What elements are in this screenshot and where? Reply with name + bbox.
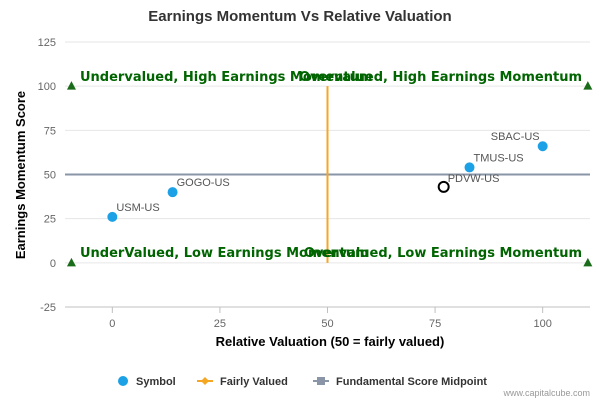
x-tick-labels: 0 25 50 75 100 [65,306,590,330]
y-tick-label: 50 [44,170,56,182]
point-label: TMUS-US [474,152,524,164]
x-tick-label: 75 [429,318,441,330]
legend-symbol-marker [118,376,128,386]
x-tick-label: 25 [214,318,226,330]
x-tick-label: 100 [533,318,551,330]
data-point-tmus-us[interactable]: TMUS-US [464,152,524,173]
point-marker [537,141,548,152]
point-label: USM-US [116,202,159,214]
corner-triangle-marker [583,81,593,90]
corner-triangle-marker [66,81,76,90]
y-axis-title: Earnings Momentum Score [13,91,28,259]
legend-item-fairly-valued[interactable]: Fairly Valued [197,376,288,388]
point-label: PDVW-US [448,173,500,185]
legend-item-midpoint[interactable]: Fundamental Score Midpoint [313,376,487,388]
x-axis-title: Relative Valuation (50 = fairly valued) [216,334,445,349]
x-tick-label: 0 [109,318,115,330]
legend-symbol-label: Symbol [136,376,176,388]
point-marker [167,187,178,198]
point-marker [437,180,450,193]
point-marker [464,162,475,173]
quadrant-top-right: Overvalued, High Earnings Momentum [299,70,582,85]
legend: Symbol Fairly Valued Fundamental Score M… [118,376,487,388]
legend-midpoint-label: Fundamental Score Midpoint [336,376,487,388]
point-label: SBAC-US [491,131,540,143]
quadrant-bottom-right: Overvalued, Low Earnings Momentum [304,246,582,261]
data-point-usm-us[interactable]: USM-US [107,202,160,222]
y-tick-label: 0 [50,258,56,270]
y-tick-label: 100 [38,81,56,93]
data-points: USM-US GOGO-US PDVW-US TMUS-US SBAC-US [107,131,548,222]
x-tick-label: 50 [321,318,333,330]
quadrant-bottom-left: UnderValued, Low Earnings Momentum [80,246,369,261]
corner-triangle-marker [66,257,76,267]
quadrant-labels: Undervalued, High Earnings Momentum Over… [80,70,582,261]
reference-lines [65,86,590,263]
legend-item-symbol[interactable]: Symbol [118,376,176,388]
data-point-sbac-us[interactable]: SBAC-US [491,131,548,152]
y-tick-label: 75 [44,125,56,137]
chart-title: Earnings Momentum Vs Relative Valuation [148,8,451,25]
data-point-pdvw-us[interactable]: PDVW-US [437,173,500,193]
quadrant-top-left: Undervalued, High Earnings Momentum [80,70,372,85]
point-marker [107,211,118,222]
credit-text: www.capitalcube.com [502,388,590,398]
y-tick-label: 25 [44,214,56,226]
y-tick-label: -25 [40,302,56,314]
y-tick-labels: 125 100 75 50 25 0 -25 [38,37,56,314]
point-label: GOGO-US [177,177,230,189]
legend-midpoint-marker [317,377,325,385]
corner-triangle-marker [583,257,593,267]
quadrant-corner-markers [66,81,593,267]
legend-fairly-valued-label: Fairly Valued [220,376,288,388]
data-point-gogo-us[interactable]: GOGO-US [167,177,230,198]
legend-fairly-valued-marker [201,377,209,385]
y-tick-label: 125 [38,37,56,49]
